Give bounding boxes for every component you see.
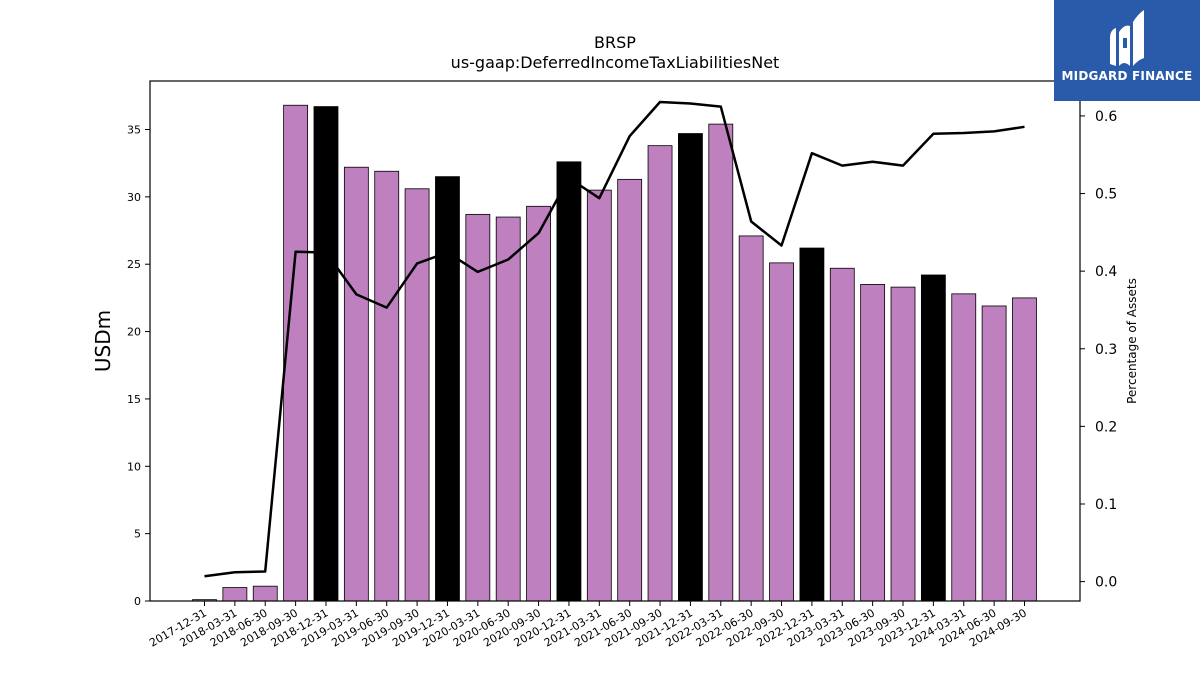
chart-title: BRSP xyxy=(594,33,636,52)
bar xyxy=(678,133,703,602)
percentage-line xyxy=(204,100,1025,578)
y-tick-label: 15 xyxy=(127,393,141,406)
bar xyxy=(283,104,309,602)
bar xyxy=(343,166,369,602)
logo-text: MIDGARD FINANCE xyxy=(1061,69,1193,83)
bar xyxy=(890,286,916,602)
y-tick-label: 35 xyxy=(127,123,141,136)
bar xyxy=(738,235,764,602)
bar xyxy=(951,293,977,602)
bar xyxy=(829,267,855,602)
bar xyxy=(252,585,278,602)
chart-subtitle: us-gaap:DeferredIncomeTaxLiabilitiesNet xyxy=(450,53,780,72)
bar xyxy=(1012,297,1037,602)
y-axis-label: USDm xyxy=(91,310,115,372)
bar xyxy=(617,178,643,602)
bar xyxy=(495,216,521,602)
bar xyxy=(799,247,825,602)
y-tick-label: 20 xyxy=(127,326,141,339)
bar xyxy=(860,284,886,602)
bar xyxy=(313,106,339,602)
y-right-tick-label: 0.3 xyxy=(1095,342,1117,358)
y-tick-label: 0 xyxy=(134,595,141,608)
bar xyxy=(769,262,794,602)
y-right-tick-label: 0.6 xyxy=(1095,109,1117,125)
y-right-tick-label: 0.0 xyxy=(1095,575,1117,591)
bar xyxy=(647,145,673,602)
y-tick-label: 5 xyxy=(134,528,141,541)
midgard-logo-icon xyxy=(1110,10,1144,67)
y-right-tick-label: 0.2 xyxy=(1095,419,1117,435)
y-right-tick-label: 0.1 xyxy=(1095,497,1117,513)
bar xyxy=(435,176,460,602)
bar xyxy=(374,170,400,602)
y-right-tick-label: 0.4 xyxy=(1095,264,1117,280)
y-tick-label: 25 xyxy=(127,258,141,271)
y-right-axis-label: Percentage of Assets xyxy=(1125,278,1139,404)
y-right-tick-label: 0.5 xyxy=(1095,187,1117,203)
bar xyxy=(981,305,1007,602)
plot-frame xyxy=(149,80,1081,602)
y-tick-label: 10 xyxy=(127,460,141,473)
bar xyxy=(222,587,248,602)
bar xyxy=(920,274,946,602)
bar xyxy=(556,161,582,602)
bar xyxy=(404,188,430,602)
y-tick-label: 30 xyxy=(127,191,141,204)
bar xyxy=(526,205,551,602)
bar xyxy=(586,189,612,602)
midgard-finance-logo: MIDGARD FINANCE xyxy=(1054,0,1200,101)
bar xyxy=(708,123,734,602)
